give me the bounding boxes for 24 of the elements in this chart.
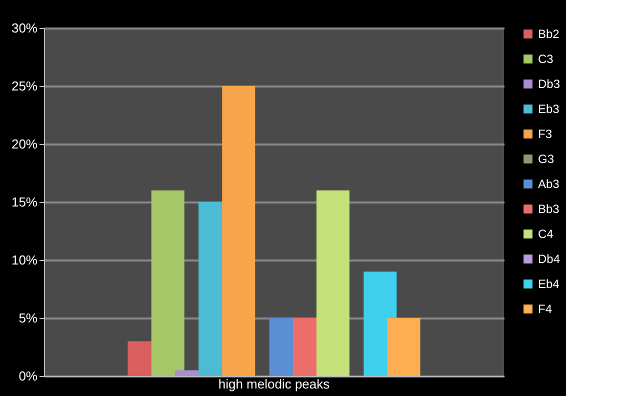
legend-label: Eb4 xyxy=(538,277,560,291)
legend-label: C3 xyxy=(538,52,554,66)
legend-label: Bb3 xyxy=(538,202,560,216)
legend-label: F3 xyxy=(538,127,552,141)
legend-label: Ab3 xyxy=(538,177,560,191)
x-tick-label: high melodic peaks xyxy=(218,376,330,392)
bar xyxy=(316,190,350,376)
y-tick-label: 5% xyxy=(18,310,38,326)
y-tick-label: 15% xyxy=(11,194,38,210)
legend-label: Db4 xyxy=(538,252,560,266)
legend-label: Db3 xyxy=(538,77,560,91)
legend-label: F4 xyxy=(538,302,552,316)
y-tick-label: 20% xyxy=(11,136,38,152)
bar xyxy=(151,190,184,376)
legend-label: G3 xyxy=(538,152,554,166)
bar xyxy=(387,318,420,376)
y-tick-label: 0% xyxy=(18,368,38,384)
legend-label: C4 xyxy=(538,227,554,241)
legend-label: Eb3 xyxy=(538,102,560,116)
y-tick-label: 25% xyxy=(11,78,38,94)
y-tick-label: 30% xyxy=(11,20,38,36)
y-tick-label: 10% xyxy=(11,252,38,268)
legend-label: Bb2 xyxy=(538,27,560,41)
bar xyxy=(222,86,256,376)
